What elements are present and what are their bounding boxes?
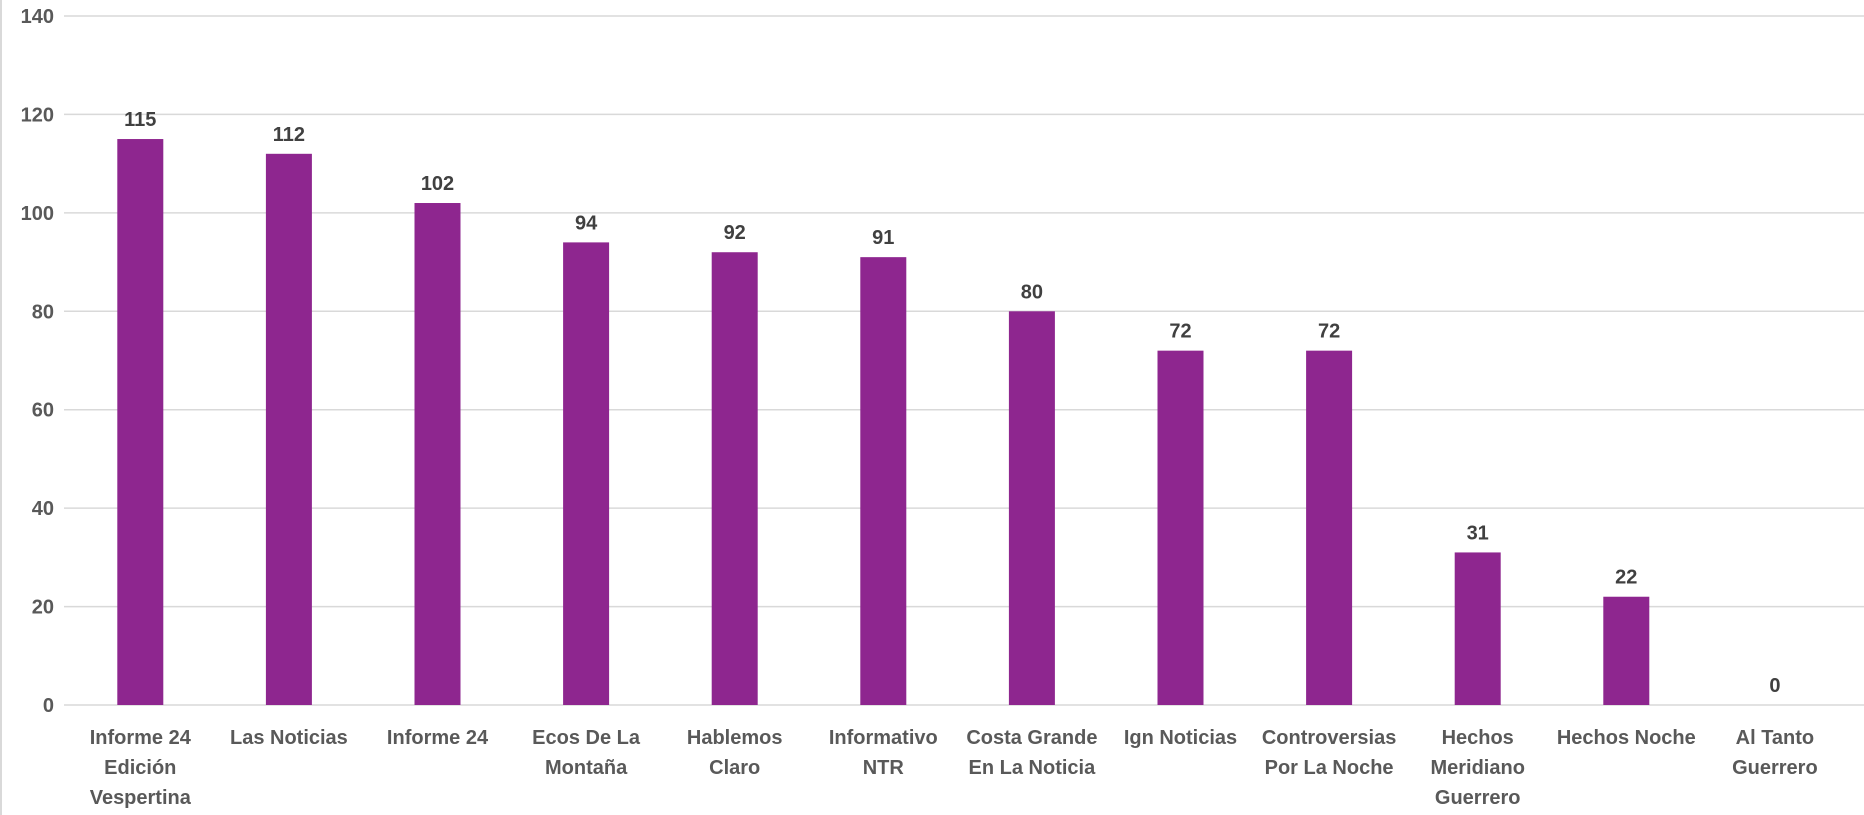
x-tick-label-line: Informe 24 [387,727,489,749]
x-tick-label-line: NTR [863,757,905,779]
data-label: 80 [1021,281,1043,303]
y-tick-label: 20 [32,597,54,619]
y-tick-label: 80 [32,301,54,323]
x-tick-label: Informe 24 Edición Vespertina [90,727,192,809]
bar [1157,350,1204,705]
x-tick-label: Hechos Noche [1557,727,1696,749]
x-tick-label-line: Al Tanto [1736,727,1815,749]
x-tick-label-line: Ecos De La [532,727,641,749]
data-label: 112 [273,124,305,146]
y-axis-ticks: 0 20 40 60 80 100 120 140 [21,6,54,717]
data-labels: 115 112 102 94 92 91 80 72 72 31 22 0 [124,109,1780,697]
data-label: 72 [1169,321,1191,343]
x-axis-labels: Informe 24 Edición Vespertina Las Noticias I… [90,727,1818,809]
gridlines [64,15,1864,706]
x-tick-label: Costa Grande En La Noticia [966,727,1097,779]
x-tick-label-line: Hechos [1442,727,1514,749]
x-tick-label: Controversias Por La Noche [1262,727,1397,779]
bar [1603,596,1650,705]
y-tick-label: 0 [43,695,54,717]
data-label: 92 [724,222,746,244]
data-label: 102 [421,173,454,195]
bar [414,203,461,705]
bar [1008,311,1055,705]
data-label: 0 [1769,675,1780,697]
x-tick-label: Hablemos Claro [687,727,783,779]
x-tick-label-line: Hechos Noche [1557,727,1696,749]
bar [1306,350,1353,705]
x-tick-label-line: Informe 24 [90,727,192,749]
x-tick-label-line: En La Noticia [969,757,1097,779]
bars [117,139,1650,706]
data-label: 115 [124,109,156,131]
data-label: 72 [1318,321,1340,343]
x-tick-label: Informativo NTR [829,727,938,779]
x-tick-label-line: Ign Noticias [1124,727,1237,749]
y-tick-label: 140 [21,6,54,28]
x-tick-label: Las Noticias [230,727,348,749]
x-tick-label: Al Tanto Guerrero [1732,727,1818,779]
x-tick-label-line: Informativo [829,727,938,749]
bar [1454,552,1501,705]
y-tick-label: 100 [21,203,54,225]
data-label: 94 [575,212,598,234]
x-tick-label-line: Hablemos [687,727,783,749]
bar [860,257,907,705]
x-tick-label-line: Montaña [545,757,628,779]
y-tick-label: 120 [21,104,54,126]
y-tick-label: 60 [32,400,54,422]
x-tick-label-line: Guerrero [1732,757,1818,779]
data-label: 91 [872,227,894,249]
x-tick-label: Ecos De La Montaña [532,727,641,779]
bar [711,252,758,705]
bar [117,139,164,706]
x-tick-label-line: Claro [709,757,760,779]
x-tick-label-line: Controversias [1262,727,1397,749]
x-tick-label: Hechos Meridiano Guerrero [1430,727,1524,809]
x-tick-label: Ign Noticias [1124,727,1237,749]
bar [563,242,610,705]
x-tick-label-line: Por La Noche [1265,757,1394,779]
bar [265,153,312,706]
x-tick-label-line: Meridiano [1430,757,1524,779]
data-label: 22 [1615,567,1637,589]
x-tick-label-line: Edición [104,757,176,779]
x-tick-label-line: Guerrero [1435,787,1521,809]
data-label: 31 [1467,522,1489,544]
x-tick-label-line: Costa Grande [966,727,1097,749]
chart-frame-left-border [0,0,2,815]
x-tick-label-line: Las Noticias [230,727,348,749]
y-tick-label: 40 [32,498,54,520]
x-tick-label-line: Vespertina [90,787,192,809]
x-tick-label: Informe 24 [387,727,489,749]
